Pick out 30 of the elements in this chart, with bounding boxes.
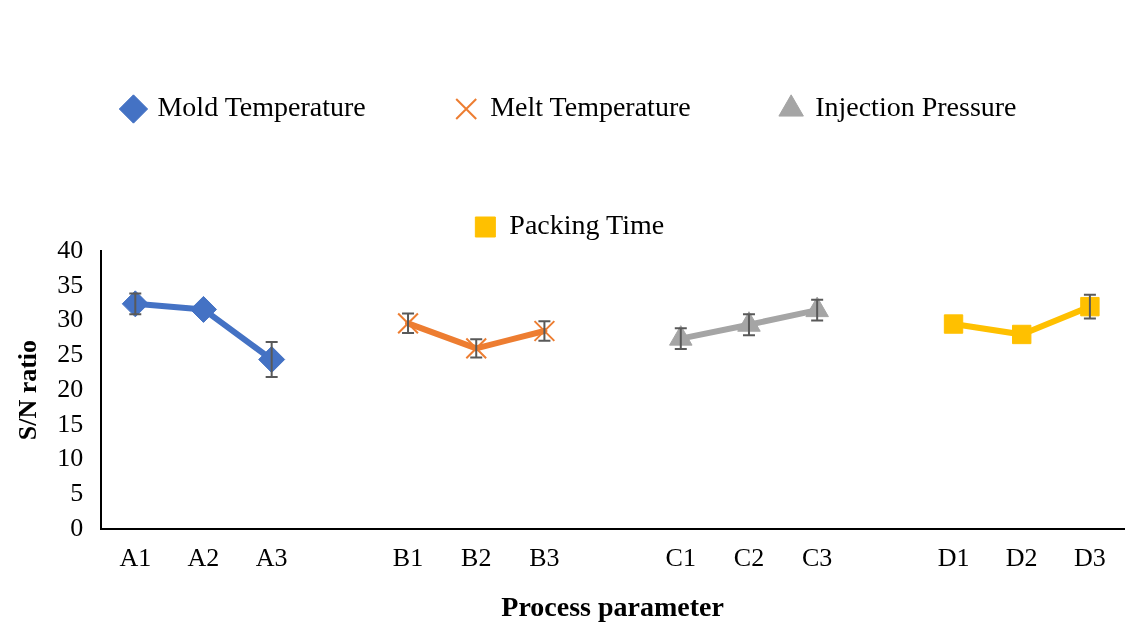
point [189,295,217,323]
x-tick-label: B3 [529,542,560,572]
x-tick-label: C1 [665,542,696,572]
y-tick-label: 10 [57,443,84,473]
y-tick-label: 15 [57,408,84,438]
x-tick-label: A3 [255,542,288,572]
y-axis-title: S/N ratio [13,339,43,441]
x-tick-label: C2 [733,542,765,572]
x-axis-title: Process parameter [501,591,724,623]
x-tick-label: B2 [461,542,492,572]
y-tick-label: 20 [57,373,84,403]
x-tick-label: D3 [1074,542,1106,572]
y-tick-label: 25 [57,339,84,369]
x-tick-label: C3 [801,542,833,572]
y-tick-label: 0 [70,513,84,543]
x-tick-label: A1 [119,542,152,572]
legend-label: Melt Temperature [490,91,691,123]
point [943,314,964,334]
x-tick-label: D1 [937,542,970,572]
x-tick-label: D2 [1005,542,1038,572]
x-tick-label: B1 [392,542,424,572]
x-tick-label: A2 [187,542,220,572]
y-tick-label: 5 [70,478,84,508]
legend-label: Injection Pressure [815,91,1017,123]
legend-label: Mold Temperature [157,91,366,123]
point [1012,324,1032,345]
legend-label: Packing Time [509,209,665,241]
y-tick-label: 40 [57,234,84,264]
y-tick-label: 35 [57,269,84,299]
y-tick-label: 30 [57,304,84,334]
